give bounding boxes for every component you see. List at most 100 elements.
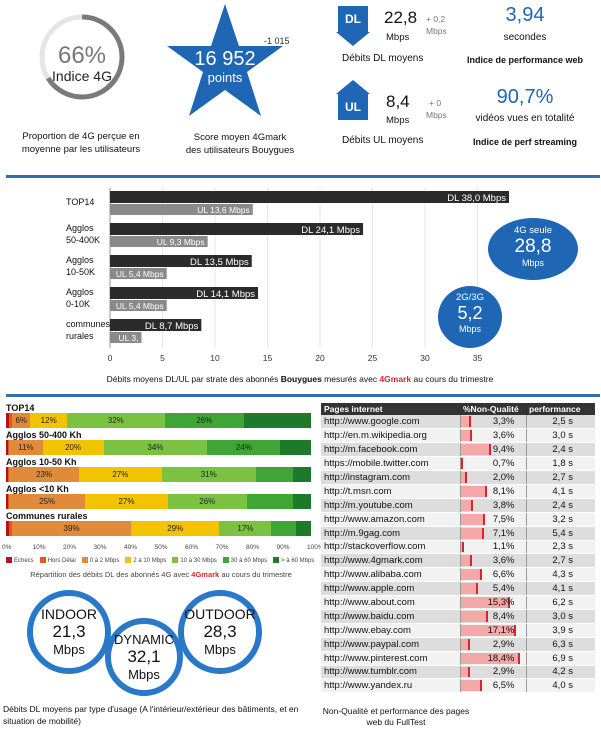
dlul-xtick-label: 10: [210, 353, 220, 363]
nonquality-bar: [460, 624, 517, 636]
distribution-caption: Répartition des débits DL des abonnés 4G…: [6, 570, 316, 579]
table-cell-url: http://www.yandex.ru: [321, 678, 461, 694]
table-cell-url: http://www.ebay.com: [321, 623, 461, 638]
table-cell-url: http://t.msn.com: [321, 484, 461, 499]
table-row: http://www.ebay.com 17,1% 3,9 s: [321, 623, 595, 638]
streaming-value: 90,7%: [496, 86, 554, 108]
nonquality-bar: [460, 527, 484, 539]
ul-delta: + 0: [429, 98, 442, 108]
score-caption-1: Score moyen 4Gmark: [193, 132, 287, 143]
distribution-segment: 25%: [9, 494, 86, 509]
legend-swatch: [125, 557, 132, 563]
usage-outdoor-name: OUTDOOR: [184, 606, 256, 622]
dlul-caption-bold: Bouygues: [280, 374, 322, 384]
dlul-caption-mid: mesurés avec: [321, 374, 380, 384]
usage-dynamic-unit: Mbps: [128, 667, 160, 682]
table-cell-nonquality: 7,5%: [460, 512, 527, 527]
table-cell-performance: 1,8 s: [526, 456, 595, 472]
legend-swatch: [81, 557, 88, 563]
distribution-segment: 26%: [164, 413, 244, 428]
table-cell-nonquality: 6,6%: [460, 567, 527, 583]
table-header-row: Pages internet %Non-Qualité performance: [321, 403, 595, 415]
table-row: http://www.4gmark.com 3,6% 2,7 s: [321, 553, 595, 569]
distribution-xtick-label: 100%: [307, 544, 324, 551]
distribution-bar-row: 11% 20% 34% 24%: [6, 440, 311, 455]
dlul-xtick-label: 0: [108, 353, 113, 363]
ul-delta-unit: Mbps: [426, 110, 447, 120]
table-row: http://www.about.com 15,3% 6,2 s: [321, 595, 595, 610]
nonquality-value: 2,9%: [492, 666, 515, 678]
dlul-bar-dl: [110, 287, 259, 299]
table-cell-url: http://www.about.com: [321, 595, 461, 610]
dlul-bar-dl-label: DL 8,7 Mbps: [145, 321, 199, 332]
web-unit: secondes: [503, 32, 547, 43]
distribution-segment: [256, 467, 293, 482]
table-cell-url: https://mobile.twitter.com: [321, 456, 461, 472]
nonquality-bar: [460, 444, 492, 456]
distribution-bar-row: 25% 27% 26%: [6, 494, 311, 509]
distribution-segment: [292, 467, 311, 482]
distribution-category-label: Agglos 10-50 Kh: [6, 457, 77, 467]
ul-value: 8,4: [386, 92, 410, 111]
table-cell-nonquality: 3,6%: [460, 428, 527, 444]
ul-arrow-label: UL: [338, 94, 368, 120]
ul-caption: Débits UL moyens: [342, 135, 424, 146]
table-row: http://t.msn.com 8,1% 4,1 s: [321, 484, 595, 499]
table-cell-performance: 2,4 s: [526, 498, 595, 513]
dlul-bar-dl: [110, 255, 252, 267]
dl-delta: + 0,2: [426, 14, 446, 24]
dlul-category-label: Agglos: [66, 255, 94, 265]
table-cell-performance: 3,9 s: [526, 623, 595, 638]
ul-unit: Mbps: [386, 115, 410, 126]
distribution-bar-row: 23% 27% 31%: [6, 467, 311, 482]
distribution-segment: [6, 467, 8, 482]
dl-caption: Débits DL moyens: [342, 53, 424, 64]
table-cell-performance: 2,7 s: [526, 553, 595, 569]
table-cell-nonquality: 3,3%: [460, 415, 527, 430]
distribution-segment: 12%: [30, 413, 67, 428]
nonquality-bar: [460, 652, 521, 664]
legend-swatch: [39, 557, 46, 563]
distribution-segment: 6%: [12, 413, 31, 428]
distribution-segment: [6, 521, 10, 536]
distribution-legend-item: Hors Délai: [39, 557, 76, 564]
distribution-segment: [271, 521, 296, 536]
nonquality-value: 3,6%: [492, 430, 515, 442]
table-cell-performance: 2,5 s: [526, 415, 595, 430]
nonquality-value: 7,5%: [492, 513, 515, 525]
usage-dynamic-name: DYNAMIC: [114, 632, 174, 647]
usage-dynamic-value: 32,1: [127, 647, 161, 666]
usage-indoor-unit: Mbps: [53, 642, 85, 657]
nonquality-bar: [460, 499, 474, 511]
distribution-category-label: TOP14: [6, 403, 35, 413]
table-cell-url: http://www.alibaba.com: [321, 567, 461, 583]
dlul-bar-ul: [110, 236, 208, 247]
nonquality-value: 15,3%: [487, 597, 515, 609]
distribution-legend-item: 0 à 2 Mbps: [81, 557, 119, 564]
distribution-segment: [7, 494, 10, 509]
nonquality-value: 18,4%: [487, 652, 515, 664]
table-cell-performance: 4,0 s: [526, 678, 595, 694]
table-cell-nonquality: 1,1%: [460, 540, 527, 555]
distribution-segment: 26%: [167, 494, 247, 509]
table-cell-nonquality: 3,6%: [460, 553, 527, 569]
distribution-xtick-label: 60%: [185, 544, 199, 551]
table-cell-performance: 4,2 s: [526, 665, 595, 680]
table-cell-url: http://stackoverflow.com: [321, 540, 461, 555]
table-cell-url: http://www.baidu.com: [321, 609, 461, 624]
dl-unit: Mbps: [386, 32, 410, 43]
distribution-category-label: Agglos <10 Kh: [6, 484, 69, 494]
section-divider-1: [6, 175, 600, 178]
distribution-segment: [6, 440, 8, 455]
table-cell-nonquality: 2,9%: [460, 637, 527, 652]
usage-indoor-name: INDOOR: [41, 606, 97, 622]
table-cell-performance: 2,4 s: [526, 442, 595, 458]
distribution-segment: 34%: [103, 440, 208, 455]
nonquality-bar: [460, 485, 488, 497]
nonquality-value: 3,3%: [492, 416, 515, 428]
table-row: http://www.baidu.com 8,4% 3,0 s: [321, 609, 595, 624]
table-cell-performance: 3,0 s: [526, 609, 595, 624]
nonquality-bar: [460, 597, 511, 608]
legend-swatch: [273, 557, 280, 563]
dl-arrow-label: DL: [338, 6, 368, 32]
